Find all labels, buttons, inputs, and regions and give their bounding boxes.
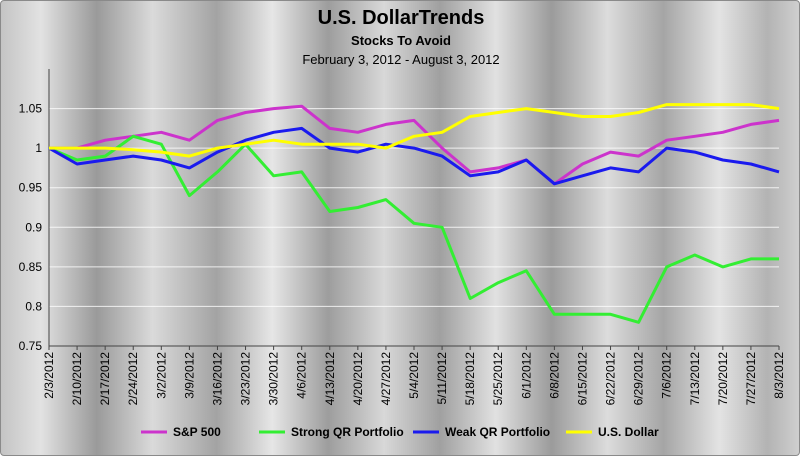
x-tick-label: 2/10/2012	[70, 352, 84, 406]
x-tick-label: 6/15/2012	[575, 352, 589, 406]
x-tick-label: 2/17/2012	[98, 352, 112, 406]
x-tick-label: 4/13/2012	[323, 352, 337, 406]
series-line	[49, 103, 780, 158]
legend-label: Weak QR Portfolio	[445, 425, 550, 439]
x-tick-label: 3/9/2012	[182, 352, 196, 399]
x-tick-label: 3/30/2012	[267, 352, 281, 406]
x-tick-label: 4/6/2012	[295, 352, 309, 399]
series-line	[49, 104, 780, 186]
x-tick-label: 6/1/2012	[519, 352, 533, 399]
x-tick-label: 6/8/2012	[547, 352, 561, 399]
y-tick-label: 0.85	[19, 260, 43, 274]
x-tick-label: 3/2/2012	[154, 352, 168, 399]
x-tick-label: 8/3/2012	[772, 352, 786, 399]
x-tick-label: 7/20/2012	[716, 352, 730, 406]
x-tick-label: 2/24/2012	[126, 352, 140, 406]
series-line	[48, 126, 780, 186]
x-tick-label: 5/11/2012	[435, 352, 449, 405]
x-tick-label: 3/23/2012	[239, 352, 253, 406]
legend-label: U.S. Dollar	[598, 425, 659, 439]
x-tick-label: 5/25/2012	[491, 352, 505, 406]
chart-title: U.S. DollarTrends	[317, 7, 485, 29]
x-tick-label: 4/20/2012	[351, 352, 365, 406]
y-tick-label: 0.75	[19, 339, 43, 353]
x-tick-label: 7/6/2012	[660, 352, 674, 399]
x-tick-label: 7/13/2012	[688, 352, 702, 406]
y-tick-label: 1.05	[19, 102, 43, 116]
y-tick-label: 0.95	[19, 181, 43, 195]
chart-date-range: February 3, 2012 - August 3, 2012	[302, 52, 500, 67]
chart-subtitle: Stocks To Avoid	[351, 33, 451, 48]
x-tick-label: 3/16/2012	[210, 352, 224, 406]
x-tick-label: 7/27/2012	[744, 352, 758, 406]
x-tick-label: 2/3/2012	[42, 352, 56, 399]
x-tick-label: 5/4/2012	[407, 352, 421, 399]
legend-label: S&P 500	[173, 425, 221, 439]
x-tick-label: 6/29/2012	[632, 352, 646, 406]
y-tick-label: 0.9	[25, 220, 42, 234]
y-tick-label: 0.8	[25, 299, 42, 313]
y-tick-label: 1	[35, 141, 42, 155]
series-line	[48, 134, 779, 324]
x-tick-label: 5/18/2012	[463, 352, 477, 406]
x-tick-label: 4/27/2012	[379, 352, 393, 406]
x-tick-label: 6/22/2012	[604, 352, 618, 406]
legend-label: Strong QR Portfolio	[291, 425, 404, 439]
